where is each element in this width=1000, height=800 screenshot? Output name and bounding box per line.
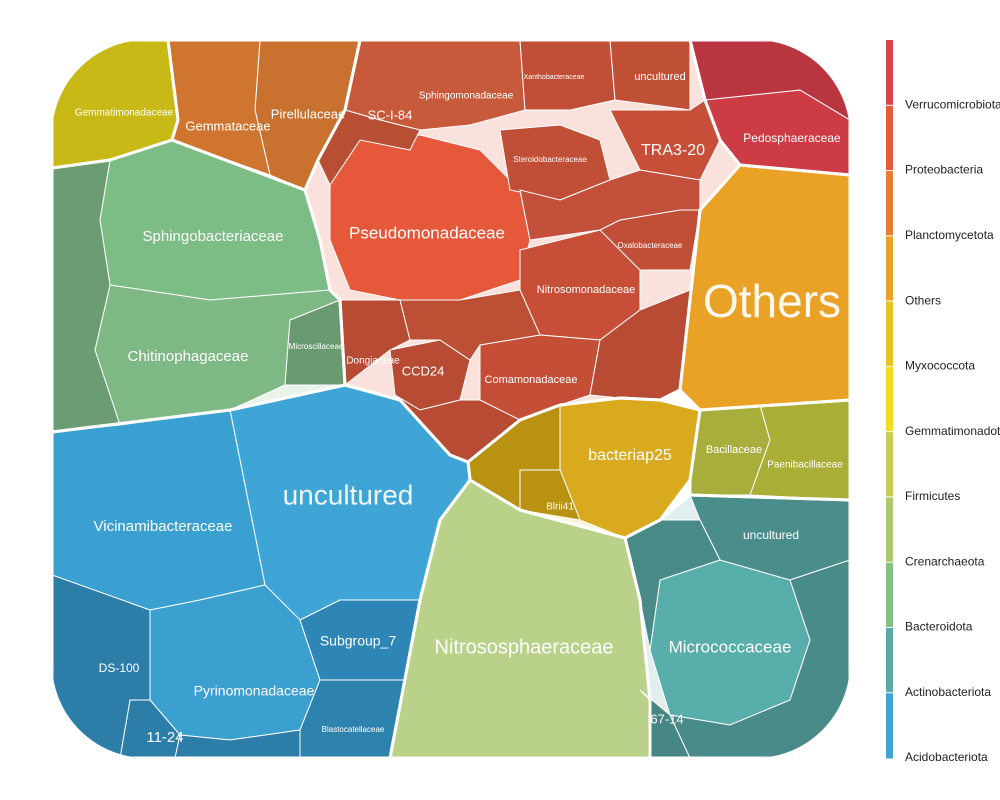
cell-xanthobacteraceae (519, 40, 616, 111)
legend-swatch-firmicutes (886, 431, 893, 498)
cell-act-small-2 (669, 559, 850, 758)
legend-label-acidobacteriota: Acidobacteriota (905, 750, 988, 764)
legend-label-planctomycetota: Planctomycetota (905, 228, 994, 242)
cell-label-sphingomonadaceae: Sphingomonadaceae (419, 91, 514, 102)
legend-swatch-proteobacteria (886, 105, 893, 172)
cell-label-gemmataceae: Gemmataceae (185, 118, 270, 133)
legend-swatch-verrucomicrobiota (886, 40, 893, 106)
cell-label-xanthobacteraceae: Xanthobacteraceae (524, 74, 585, 81)
cell-prot-uncultured (609, 40, 691, 111)
phylum-border-actinobacteriota (623, 493, 850, 758)
cell-sc-i-84 (317, 109, 421, 187)
cell-label-ds-100: DS-100 (99, 661, 140, 675)
cell-prot-small-4 (519, 169, 701, 241)
legend-label-crenarchaeota: Crenarchaeota (905, 554, 985, 568)
cell-label-uncultured: uncultured (283, 479, 414, 510)
cell-label-dongiaceae: Dongiaceae (346, 356, 400, 367)
cell-label-oxalobacteraceae: Oxalobacteraceae (618, 241, 683, 250)
treemap-labels: Others uncultured Vicinamibacteraceae Pyrin… (75, 71, 843, 746)
cell-label-uncultured: uncultured (743, 528, 799, 542)
legend-label-firmicutes: Firmicutes (905, 489, 960, 503)
cell-label-11-24: 11-24 (146, 729, 183, 746)
cell-label-ccd24: CCD24 (402, 363, 445, 378)
legend-swatch-planctomycetota (886, 170, 893, 237)
legend-swatch-gemmatimonadota (886, 366, 893, 433)
cell-label-bacteriap25: bacteriap25 (588, 447, 672, 464)
cell-label-others: Others (703, 275, 841, 327)
legend-swatch-bacteroidota (886, 562, 893, 628)
voronoi-treemap: Others uncultured Vicinamibacteraceae Pyrin… (52, 40, 850, 758)
cell-label-microscillaceae: Microscillaceae (289, 342, 344, 351)
cell-label-tra3-20: TRA3-20 (641, 142, 705, 159)
cell-pseudomonadaceae (329, 134, 531, 301)
phylum-borders (52, 40, 850, 758)
legend-label-myxococcota: Myxococcota (905, 359, 975, 373)
legend-label-gemmatimonadota: Gemmatimonadota (905, 424, 1000, 438)
legend-swatch-myxococcota (886, 301, 893, 367)
legend-label-others: Others (905, 293, 941, 307)
cell-label-pyrinomonadaceae: Pyrinomonadaceae (194, 683, 315, 699)
cell-label-micrococcaceae: Micrococcaceae (669, 637, 792, 656)
cell-prot-small-2 (399, 289, 541, 361)
cell-label-pirellulaceae: Pirellulaceae (271, 106, 345, 121)
cell-label-sphingobacteriaceae: Sphingobacteriaceae (143, 228, 284, 245)
cell-label-bacillaceae: Bacillaceae (706, 444, 762, 456)
cell-acid-small-2 (174, 729, 301, 758)
cell-label-blrii41: Blrii41 (546, 502, 574, 513)
legend-label-verrucomicrobiota: Verrucomicrobiota (905, 97, 1000, 111)
cell-label-uncultured: uncultured (634, 71, 685, 83)
cell-label-subgroup-7: Subgroup_7 (320, 633, 397, 649)
legend: Verrucomicrobiota Proteobacteria Planctomy… (886, 40, 1000, 764)
cell-label-paenibacillaceae: Paenibacillaceae (767, 460, 843, 471)
legend-label-actinobacteriota: Actinobacteriota (905, 685, 991, 699)
cell-label-steroidobacteraceae: Steroidobacteraceae (513, 155, 587, 164)
cell-label-pedosphaeraceae: Pedosphaeraceae (743, 131, 841, 145)
legend-swatch-crenarchaeota (886, 496, 893, 563)
cell-label-vicinamibacteraceae: Vicinamibacteraceae (94, 518, 233, 535)
cell-label-nitrososphaeraceae: Nitrososphaeraceae (435, 636, 614, 658)
cell-label-chitinophagaceae: Chitinophagaceae (128, 348, 249, 365)
legend-swatch-actinobacteriota (886, 627, 893, 694)
cell-label-sc-i-84: SC-I-84 (368, 107, 413, 122)
cell-label-pseudomonadaceae: Pseudomonadaceae (349, 223, 505, 242)
cell-ds-100 (52, 574, 151, 758)
treemap-cells (52, 40, 850, 758)
cell-label-comamonadaceae: Comamonadaceae (485, 374, 578, 386)
legend-label-bacteroidota: Bacteroidota (905, 620, 973, 634)
cell-label-gemmatimonadaceae: Gemmatimonadaceae (75, 108, 174, 119)
cell-label-blastocatellaceae: Blastocatellaceae (322, 725, 385, 734)
legend-label-proteobacteria: Proteobacteria (905, 163, 983, 177)
legend-swatch-others (886, 235, 893, 302)
cell-vicinamibacteraceae (52, 409, 266, 611)
cell-label-nitrosomonadaceae: Nitrosomonadaceae (537, 284, 635, 296)
cell-label-67-14: 67-14 (650, 711, 683, 726)
cell-blastocatellaceae (299, 679, 411, 758)
legend-swatch-acidobacteriota (886, 692, 893, 759)
